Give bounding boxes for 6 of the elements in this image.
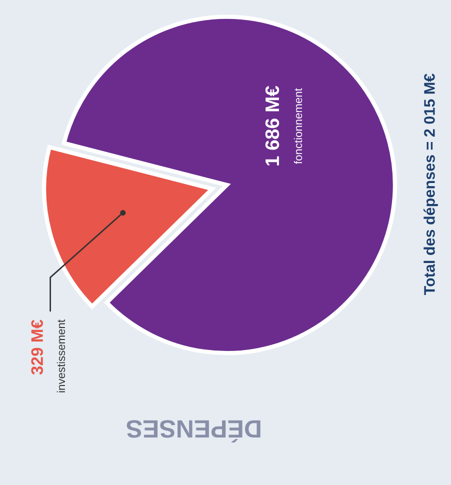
- data-label: 329 M€: [31, 320, 44, 375]
- text: DÉPENSES: [126, 420, 260, 442]
- slice-label: fonctionnement: [294, 88, 302, 164]
- slice-label: investissement: [56, 320, 66, 392]
- data-label: 1 686 M€: [265, 86, 280, 166]
- text: Total des dépenses = 2 015 M€: [424, 74, 438, 296]
